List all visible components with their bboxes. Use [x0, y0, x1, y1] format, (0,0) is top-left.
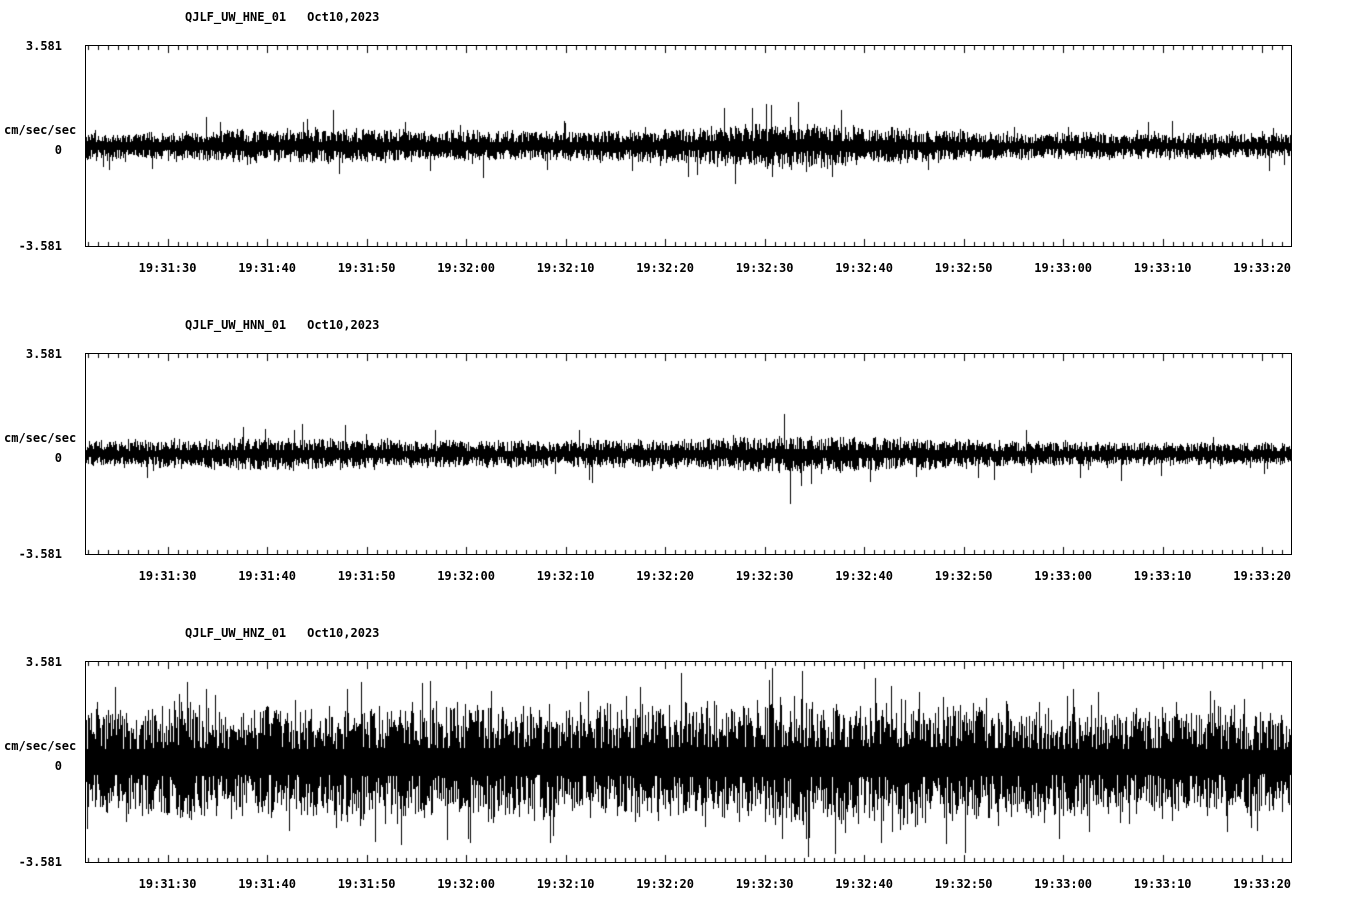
y-min-label: -3.581: [18, 239, 62, 253]
x-tick-label: 19:31:40: [238, 261, 296, 275]
x-tick-label: 19:31:30: [138, 877, 197, 891]
y-zero-label: 0: [54, 759, 62, 773]
x-tick-label: 19:32:50: [934, 261, 993, 275]
trace-date: Oct10,2023: [307, 626, 380, 640]
x-tick-label: 19:31:30: [138, 261, 197, 275]
x-tick-label: 19:32:20: [636, 261, 695, 275]
y-units-label: cm/sec/sec: [4, 123, 77, 137]
x-tick-label: 19:31:50: [337, 877, 396, 891]
x-tick-label: 19:32:20: [636, 569, 695, 583]
y-min-label: -3.581: [18, 547, 62, 561]
x-axis-labels: 19:31:30 19:31:40 19:31:50 19:32:00 19:32:10…: [86, 877, 1291, 893]
x-tick-label: 19:32:00: [437, 877, 495, 891]
x-tick-label: 19:33:00: [1034, 569, 1093, 583]
x-axis-labels: 19:31:30 19:31:40 19:31:50 19:32:00 19:32:10…: [86, 261, 1291, 277]
x-tick-label: 19:31:30: [138, 569, 197, 583]
y-units-label: cm/sec/sec: [4, 739, 77, 753]
x-tick-label: 19:32:30: [735, 569, 794, 583]
x-tick-label: 19:32:10: [536, 569, 595, 583]
x-tick-label: 19:33:20: [1233, 261, 1292, 275]
x-tick-label: 19:32:30: [735, 261, 794, 275]
trace-title: QJLF_UW_HNZ_01: [185, 626, 287, 640]
y-zero-label: 0: [54, 451, 62, 465]
x-tick-label: 19:32:40: [835, 261, 894, 275]
x-tick-label: 19:32:20: [636, 877, 695, 891]
trace-title: QJLF_UW_HNN_01: [185, 318, 287, 332]
y-max-label: 3.581: [25, 39, 62, 53]
trace-header: QJLF_UW_HNN_01 Oct10,2023: [185, 318, 379, 332]
trace-date: Oct10,2023: [307, 10, 380, 24]
x-tick-label: 19:32:10: [536, 261, 595, 275]
waveform-canvas: [86, 662, 1291, 862]
x-tick-label: 19:31:40: [238, 569, 296, 583]
x-tick-label: 19:32:40: [835, 569, 894, 583]
x-axis-labels: 19:31:30 19:31:40 19:31:50 19:32:00 19:32:10…: [86, 569, 1291, 585]
x-tick-label: 19:33:10: [1133, 261, 1192, 275]
trace-header: QJLF_UW_HNZ_01 Oct10,2023: [185, 626, 379, 640]
trace-date: Oct10,2023: [307, 318, 380, 332]
waveform-canvas: [86, 46, 1291, 246]
x-tick-label: 19:31:50: [337, 569, 396, 583]
trace-title: QJLF_UW_HNE_01: [185, 10, 287, 24]
plot-frame: [85, 661, 1292, 863]
x-tick-label: 19:33:10: [1133, 569, 1192, 583]
y-zero-label: 0: [54, 143, 62, 157]
x-tick-label: 19:32:50: [934, 569, 993, 583]
x-tick-label: 19:33:00: [1034, 877, 1093, 891]
x-tick-label: 19:33:10: [1133, 877, 1192, 891]
waveform-canvas: [86, 354, 1291, 554]
x-tick-label: 19:31:40: [238, 877, 296, 891]
plot-frame: [85, 45, 1292, 247]
y-min-label: -3.581: [18, 855, 62, 869]
x-tick-label: 19:32:40: [835, 877, 894, 891]
plot-frame: [85, 353, 1292, 555]
x-tick-label: 19:32:30: [735, 877, 794, 891]
y-max-label: 3.581: [25, 655, 62, 669]
x-tick-label: 19:32:00: [437, 569, 495, 583]
x-tick-label: 19:32:00: [437, 261, 495, 275]
x-tick-label: 19:32:50: [934, 877, 993, 891]
trace-header: QJLF_UW_HNE_01 Oct10,2023: [185, 10, 379, 24]
y-max-label: 3.581: [25, 347, 62, 361]
seismogram-panel-hne: QJLF_UW_HNE_01 Oct10,2023 3.581 cm/sec/se…: [0, 0, 1358, 308]
x-tick-label: 19:33:00: [1034, 261, 1093, 275]
seismogram-panel-hnn: QJLF_UW_HNN_01 Oct10,2023 3.581 cm/sec/se…: [0, 308, 1358, 616]
seismogram-panel-hnz: QJLF_UW_HNZ_01 Oct10,2023 3.581 cm/sec/se…: [0, 616, 1358, 924]
y-units-label: cm/sec/sec: [4, 431, 77, 445]
x-tick-label: 19:33:20: [1233, 569, 1292, 583]
x-tick-label: 19:32:10: [536, 877, 595, 891]
x-tick-label: 19:33:20: [1233, 877, 1292, 891]
x-tick-label: 19:31:50: [337, 261, 396, 275]
